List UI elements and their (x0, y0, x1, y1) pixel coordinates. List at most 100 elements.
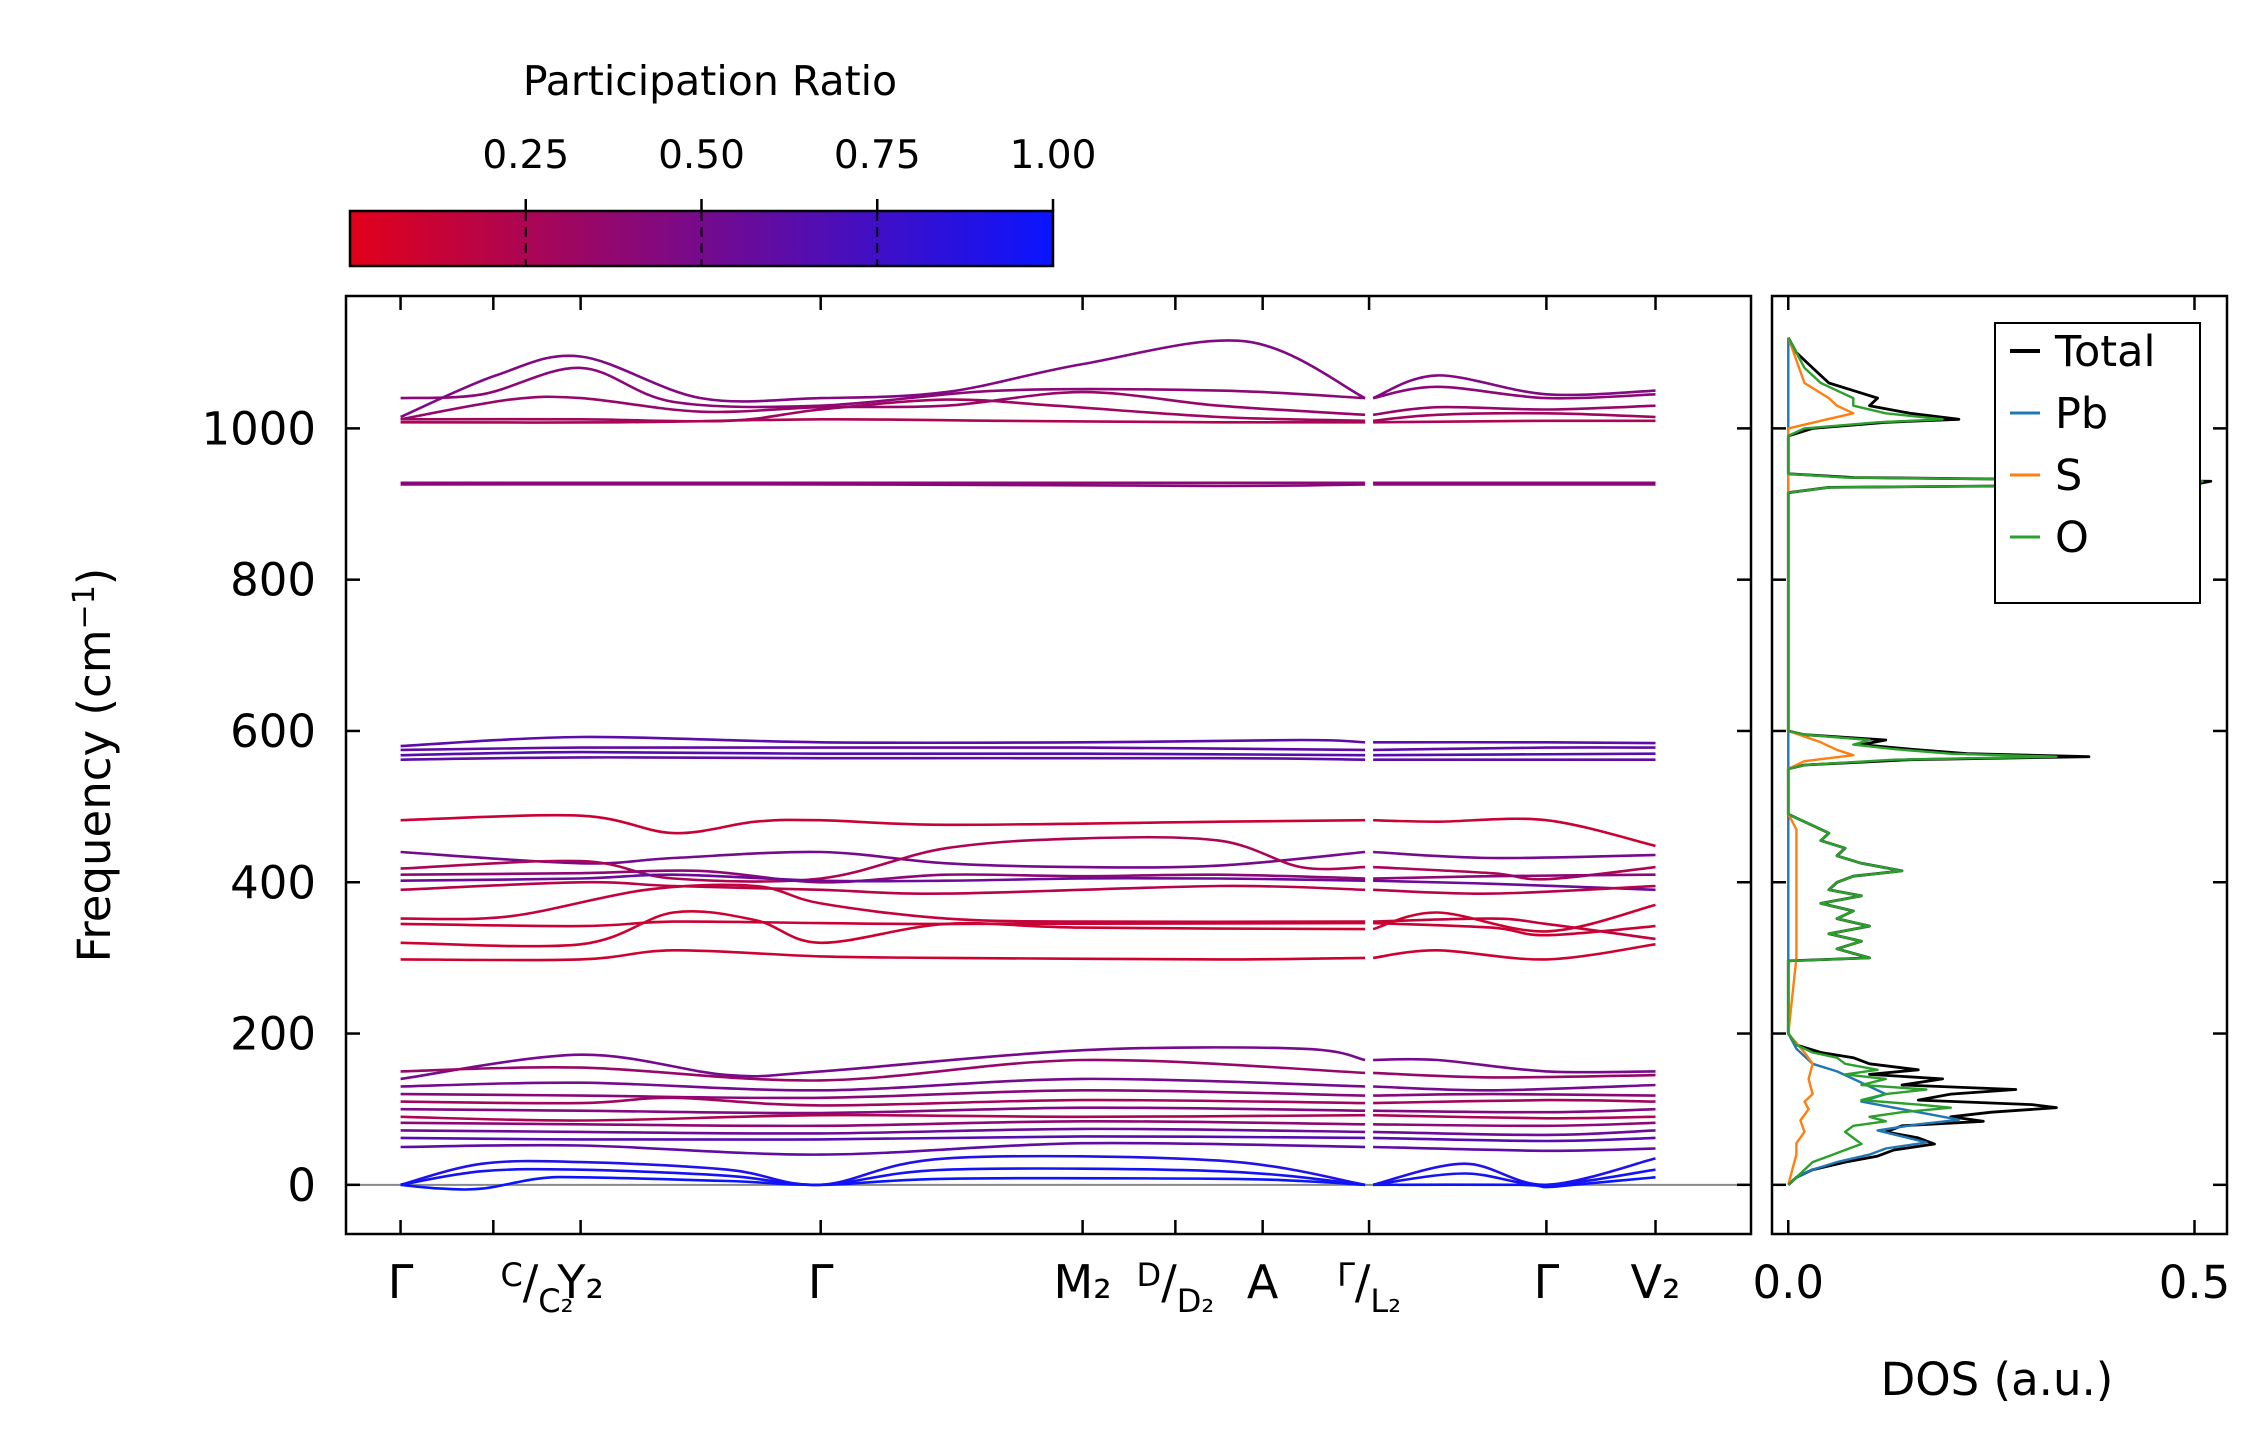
band-line (400, 756, 1366, 761)
q-point-label: D/D₂ (1137, 1255, 1215, 1320)
dos-series-pb (1787, 337, 1961, 1186)
q-point-label: Γ (388, 1255, 414, 1309)
band-line (400, 880, 1366, 895)
legend-label: S (2055, 451, 2082, 501)
band-line (400, 835, 1366, 883)
band-y-tick-label: 600 (230, 705, 316, 758)
q-point-label: Γ/L₂ (1337, 1255, 1401, 1320)
band-line (1373, 1145, 1656, 1153)
band-line (400, 390, 1366, 421)
band-line (400, 869, 1366, 884)
band-line (1372, 411, 1656, 423)
band-line (1373, 1083, 1656, 1092)
q-point-label: Γ (808, 1255, 834, 1309)
band-line (400, 1141, 1366, 1156)
band-line (400, 1058, 1366, 1082)
band-y-tick-label: 1000 (201, 402, 316, 455)
band-y-axis-label: Frequency (cm−1) (67, 568, 121, 963)
band-line (1372, 903, 1656, 933)
band-line (400, 1106, 1366, 1115)
band-line (1373, 873, 1656, 880)
band-line (400, 909, 1366, 948)
band-axes-frame (344, 294, 1753, 1236)
legend-label: Pb (2055, 389, 2108, 439)
band-line (400, 398, 1366, 423)
band-y-tick-label: 800 (230, 554, 316, 607)
band-line (1373, 1092, 1656, 1097)
q-point-label: Y₂ (556, 1255, 604, 1309)
band-line (400, 1096, 1366, 1107)
band-line (1372, 1157, 1656, 1187)
legend-box (1994, 322, 2201, 604)
band-y-tick-label: 0 (287, 1159, 316, 1212)
band-line (400, 1135, 1366, 1142)
band-line (400, 883, 1366, 924)
band-line (400, 417, 1366, 424)
band-line (1373, 1113, 1656, 1120)
band-line (400, 920, 1366, 928)
band-line (400, 1127, 1366, 1135)
band-line (1372, 385, 1656, 400)
dos-x-tick-label: 0.5 (2159, 1256, 2231, 1309)
colorbar-tick-label: 1.00 (1010, 133, 1097, 178)
band-line (400, 813, 1366, 835)
band-line (1373, 740, 1656, 745)
band-line (400, 1113, 1366, 1122)
band-line (400, 750, 1366, 757)
band-line (1373, 1057, 1656, 1074)
band-line (1373, 921, 1656, 937)
legend-label: Total (2054, 327, 2155, 377)
band-y-tick-label: 200 (230, 1008, 316, 1061)
band-line (1373, 865, 1656, 881)
band-line (1373, 1121, 1656, 1128)
band-line (400, 1088, 1366, 1100)
band-line (1373, 1107, 1656, 1114)
colorbar-tick-label: 0.25 (482, 133, 569, 178)
dos-panel: 0.0 0.5 DOS (a.u.) Total Pb SO (1752, 294, 2231, 1406)
band-line (400, 1119, 1366, 1128)
band-line (400, 850, 1366, 869)
band-line (1373, 1136, 1656, 1143)
colorbar-tick-label: 0.50 (658, 133, 745, 178)
dos-x-tick-label: 0.0 (1752, 1256, 1824, 1309)
band-line (1373, 1129, 1656, 1137)
band-line (1373, 817, 1656, 848)
band-line (400, 735, 1366, 748)
dos-series-s (1787, 337, 1855, 1186)
q-point-label: V₂ (1631, 1255, 1681, 1309)
band-line (1373, 1098, 1656, 1105)
colorbar: Participation Ratio 0.25 0.50 0.75 1.00 (348, 57, 1097, 268)
band-line (1373, 917, 1656, 941)
band-y-tick-label: 400 (230, 856, 316, 909)
band-line (400, 746, 1366, 752)
legend: Total Pb SO (1994, 322, 2201, 604)
band-line (400, 339, 1366, 419)
band-line (400, 1175, 1366, 1191)
band-line (400, 873, 1366, 883)
q-point-label: C/C₂ (500, 1255, 573, 1320)
colorbar-label: Participation Ratio (523, 57, 897, 105)
band-line (400, 1046, 1366, 1081)
band-line (1372, 943, 1656, 961)
band-line (1373, 884, 1656, 895)
colorbar-tick-label: 0.75 (834, 133, 921, 178)
band-line (1373, 746, 1656, 752)
band-line (400, 948, 1366, 962)
q-point-label: Γ (1534, 1255, 1560, 1309)
dos-axes-frame (1770, 294, 2229, 1236)
band-line (1372, 404, 1656, 417)
dos-x-axis-label: DOS (a.u.) (1881, 1353, 2114, 1406)
q-point-label: A (1247, 1255, 1279, 1309)
band-line (400, 482, 1366, 488)
legend-label: O (2055, 513, 2089, 563)
band-line (1372, 1168, 1656, 1187)
band-line (1373, 752, 1656, 757)
band-line (1373, 1071, 1656, 1079)
band-line (400, 1077, 1366, 1092)
band-line (1372, 374, 1656, 400)
q-point-label: M₂ (1054, 1255, 1112, 1309)
dos-series-o (1787, 337, 2204, 1186)
band-line (400, 366, 1366, 409)
